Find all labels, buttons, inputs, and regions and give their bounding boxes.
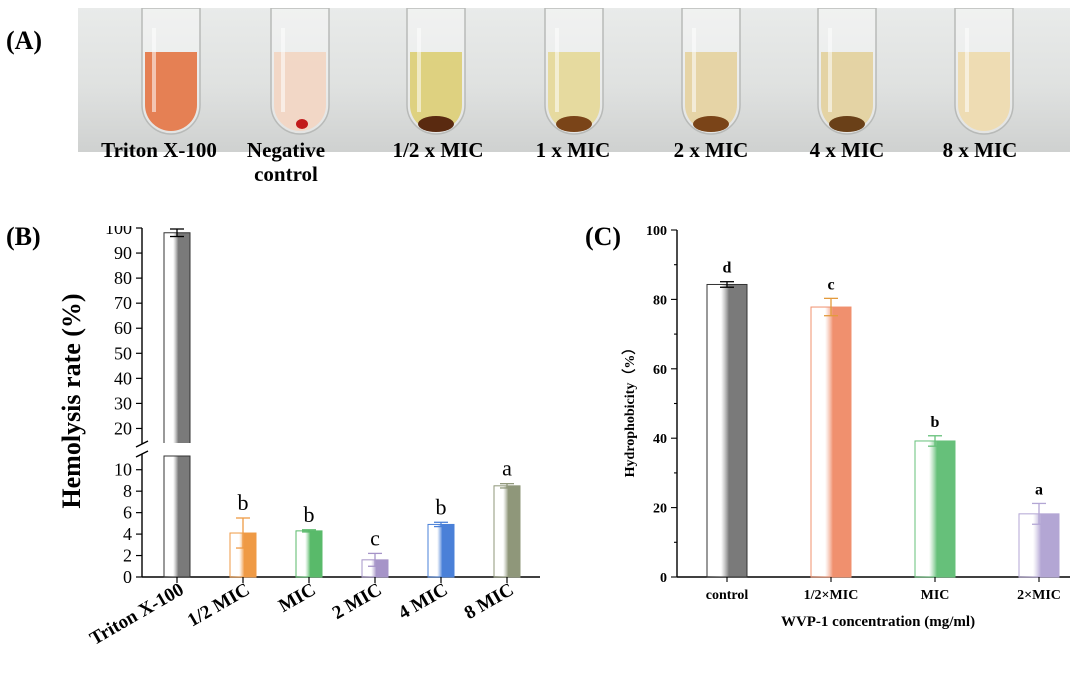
significance-letter: d <box>723 260 732 277</box>
panel-label-c: (C) <box>585 222 622 251</box>
y-tick-label: 50 <box>114 343 132 363</box>
tube-photo-svg <box>141 8 1014 135</box>
y-tick-label: 2 <box>123 546 132 566</box>
y-tick-label: 80 <box>653 293 667 308</box>
tube-liquid <box>145 52 197 131</box>
tube-pellet <box>296 119 308 129</box>
axis-break-mark <box>135 440 149 448</box>
x-tick-label: 8 MIC <box>461 579 518 624</box>
y-tick-label: 10 <box>114 460 132 480</box>
tube-liquid <box>958 52 1010 131</box>
y-tick-label: 4 <box>123 524 132 544</box>
tube-liquid <box>548 52 600 131</box>
tube-pellet <box>556 116 592 132</box>
bar <box>706 283 748 578</box>
y-tick-label: 20 <box>114 418 132 438</box>
x-tick-label: 1/2×MIC <box>804 588 859 603</box>
y-tick-label: 0 <box>660 571 667 586</box>
y-tick-label: 60 <box>653 363 667 378</box>
y-tick-label: 100 <box>646 226 667 239</box>
chart-c: 0 20 40 60 80 100 Hydrophobicity（%） WVP-1 conce… <box>622 226 1070 630</box>
tube-photo <box>78 8 1070 152</box>
tube-label: 2 x MIC <box>673 138 749 162</box>
y-tick-label: 0 <box>123 567 132 587</box>
x-tick-label: 2×MIC <box>1017 588 1061 603</box>
significance-letter: a <box>1035 481 1043 498</box>
x-tick-label: MIC <box>275 579 319 617</box>
x-tick-label: control <box>706 588 749 603</box>
y-axis-title: Hemolysis rate (%) <box>57 293 86 508</box>
significance-letter: a <box>502 456 512 481</box>
tube-pellet <box>418 116 454 132</box>
y-tick-label: 90 <box>114 243 132 263</box>
bar <box>914 440 956 578</box>
x-tick-label: 2 MIC <box>329 579 386 624</box>
panel-label-b: (B) <box>6 222 41 251</box>
tube-label: 1/2 x MIC <box>392 138 484 162</box>
y-tick-label: 100 <box>105 226 132 238</box>
tube-pellet <box>693 116 729 132</box>
bar <box>295 530 323 578</box>
bar <box>163 455 191 578</box>
y-tick-label: 30 <box>114 393 132 413</box>
x-tick-label: 4 MIC <box>395 579 452 624</box>
tube-label: 8 x MIC <box>942 138 1018 162</box>
bar <box>427 523 455 578</box>
y-tick-label: 40 <box>653 432 667 447</box>
tube-label: Triton X-100 <box>101 138 217 162</box>
significance-letter: c <box>827 276 834 293</box>
x-axis-title: WVP-1 concentration (mg/ml) <box>781 614 975 630</box>
significance-letter: b <box>931 414 940 431</box>
y-axis-title: Hydrophobicity（%） <box>622 341 638 478</box>
significance-letter: c <box>370 525 380 550</box>
x-tick-label: 1/2 MIC <box>184 579 253 631</box>
y-tick-label: 80 <box>114 268 132 288</box>
bar-break-gap <box>162 443 192 455</box>
y-tick-label: 40 <box>114 368 132 388</box>
y-tick-label: 8 <box>123 481 132 501</box>
y-tick-label: 60 <box>114 318 132 338</box>
bar <box>163 232 191 445</box>
y-tick-label: 6 <box>123 503 132 523</box>
panel-label-a: (A) <box>6 26 43 55</box>
tube-liquid <box>274 52 326 131</box>
tube-label: 1 x MIC <box>535 138 611 162</box>
y-tick-label: 70 <box>114 293 132 313</box>
bar <box>493 485 521 578</box>
x-tick-label: Triton X-100 <box>86 579 187 650</box>
significance-letter: b <box>436 494 447 519</box>
tube-liquid <box>410 52 462 131</box>
tube-liquid <box>685 52 737 131</box>
bar <box>810 306 852 578</box>
y-tick-label: 20 <box>653 502 667 517</box>
significance-letter: b <box>238 490 249 515</box>
x-tick-label: MIC <box>921 588 950 603</box>
tube-liquid <box>821 52 873 131</box>
significance-letter: b <box>304 502 315 527</box>
tube-pellet <box>829 116 865 132</box>
axis-break-mark <box>135 450 149 458</box>
tube-label: 4 x MIC <box>809 138 885 162</box>
tube-label: Negative control <box>246 138 326 186</box>
